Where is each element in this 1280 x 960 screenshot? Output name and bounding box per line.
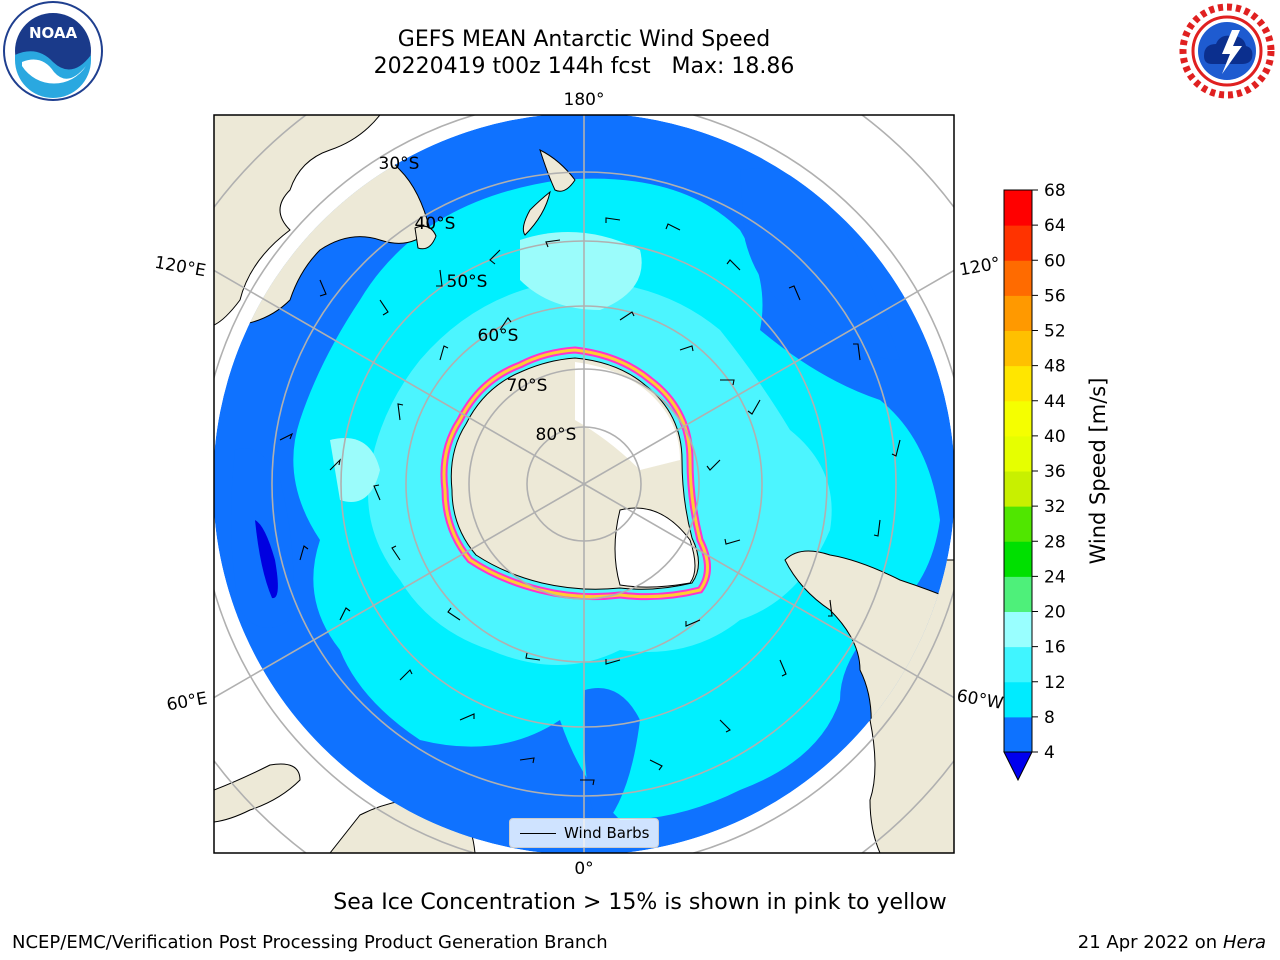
- colorbar-segment: [1004, 330, 1032, 367]
- colorbar-segment: [1004, 471, 1032, 507]
- colorbar-segment: [1004, 435, 1032, 472]
- lon-label-60e: 60°E: [165, 689, 209, 716]
- colorbar-label: Wind Speed [m/s]: [1086, 378, 1110, 565]
- wind-barbs-legend: Wind Barbs: [509, 818, 659, 848]
- colorbar-segment: [1004, 400, 1032, 437]
- meridian-60w: [583, 483, 954, 699]
- colorbar-segment: [1004, 576, 1032, 612]
- meridian-120e: [214, 269, 585, 485]
- sea-ice-caption: Sea Ice Concentration > 15% is shown in …: [333, 890, 947, 915]
- lon-label-0: 0°: [574, 859, 593, 879]
- legend-line-icon: [520, 832, 556, 834]
- colorbar-tick-label: 64: [1044, 216, 1066, 236]
- colorbar-tick-label: 48: [1044, 357, 1066, 377]
- colorbar-tick-label: 12: [1044, 673, 1066, 693]
- noaa-logo-text: NOAA: [29, 24, 78, 42]
- nws-logo-icon: [1178, 2, 1276, 100]
- colorbar-tick-label: 44: [1044, 392, 1066, 412]
- colorbar-tick-label: 32: [1044, 497, 1066, 517]
- map-area: [214, 115, 954, 853]
- colorbar-tick-label: 4: [1044, 743, 1055, 763]
- wind-barbs: [279, 217, 901, 786]
- map-frame: [213, 114, 955, 854]
- lon-label-120e: 120°E: [153, 253, 207, 282]
- colorbar-tick-label: 8: [1044, 708, 1055, 728]
- lat-label-40s: 40°S: [415, 214, 456, 234]
- colorbar-tick-label: 40: [1044, 427, 1066, 447]
- colorbar-segment: [1004, 190, 1032, 226]
- lat-label-60s: 60°S: [478, 326, 519, 346]
- colorbar-segment: [1004, 365, 1032, 402]
- colorbar-segment: [1004, 260, 1032, 296]
- colorbar-tick-label: 60: [1044, 251, 1066, 271]
- colorbar-segment: [1004, 646, 1032, 683]
- colorbar-segment: [1004, 225, 1032, 261]
- colorbar-tick-label: 52: [1044, 322, 1066, 342]
- lat-label-80s: 80°S: [536, 425, 577, 445]
- title-line-2: 20220419 t00z 144h fcst Max: 18.86: [373, 54, 795, 79]
- lon-label-60w: 60°W: [955, 686, 1005, 714]
- colorbar-tick-label: 36: [1044, 462, 1066, 482]
- footer-date-text: 21 Apr 2022 on: [1077, 932, 1223, 953]
- footer-date: 21 Apr 2022 on Hera: [1078, 932, 1266, 953]
- colorbar-extend-arrow: [1003, 751, 1033, 782]
- chart-title: GEFS MEAN Antarctic Wind Speed 20220419 …: [284, 26, 884, 80]
- colorbar-tick-label: 68: [1044, 181, 1066, 201]
- title-line-1: GEFS MEAN Antarctic Wind Speed: [397, 27, 771, 52]
- footer-machine: Hera: [1222, 932, 1266, 953]
- colorbar-segment: [1004, 295, 1032, 331]
- colorbar-segment: [1004, 716, 1032, 753]
- lon-label-120w: 120°: [958, 254, 1002, 281]
- lat-label-50s: 50°S: [447, 272, 488, 292]
- footer-branch: NCEP/EMC/Verification Post Processing Pr…: [12, 932, 608, 953]
- lat-label-70s: 70°S: [507, 376, 548, 396]
- noaa-logo-icon: NOAA: [3, 1, 103, 101]
- colorbar-tick-label: 28: [1044, 532, 1066, 552]
- colorbar-segment: [1004, 506, 1032, 542]
- meridian-120w: [583, 269, 954, 485]
- colorbar-segment: [1004, 541, 1032, 577]
- meridian-60e: [214, 483, 585, 699]
- colorbar-tick-label: 56: [1044, 286, 1066, 306]
- graticule: [214, 115, 954, 853]
- colorbar-segment: [1004, 611, 1032, 648]
- legend-label: Wind Barbs: [564, 824, 650, 842]
- colorbar-segment: [1004, 681, 1032, 718]
- lat-label-30s: 30°S: [379, 154, 420, 174]
- lon-label-180: 180°: [564, 90, 605, 110]
- colorbar-tick-label: 16: [1044, 638, 1066, 658]
- colorbar-tick-label: 24: [1044, 567, 1066, 587]
- colorbar-tick-label: 20: [1044, 603, 1066, 623]
